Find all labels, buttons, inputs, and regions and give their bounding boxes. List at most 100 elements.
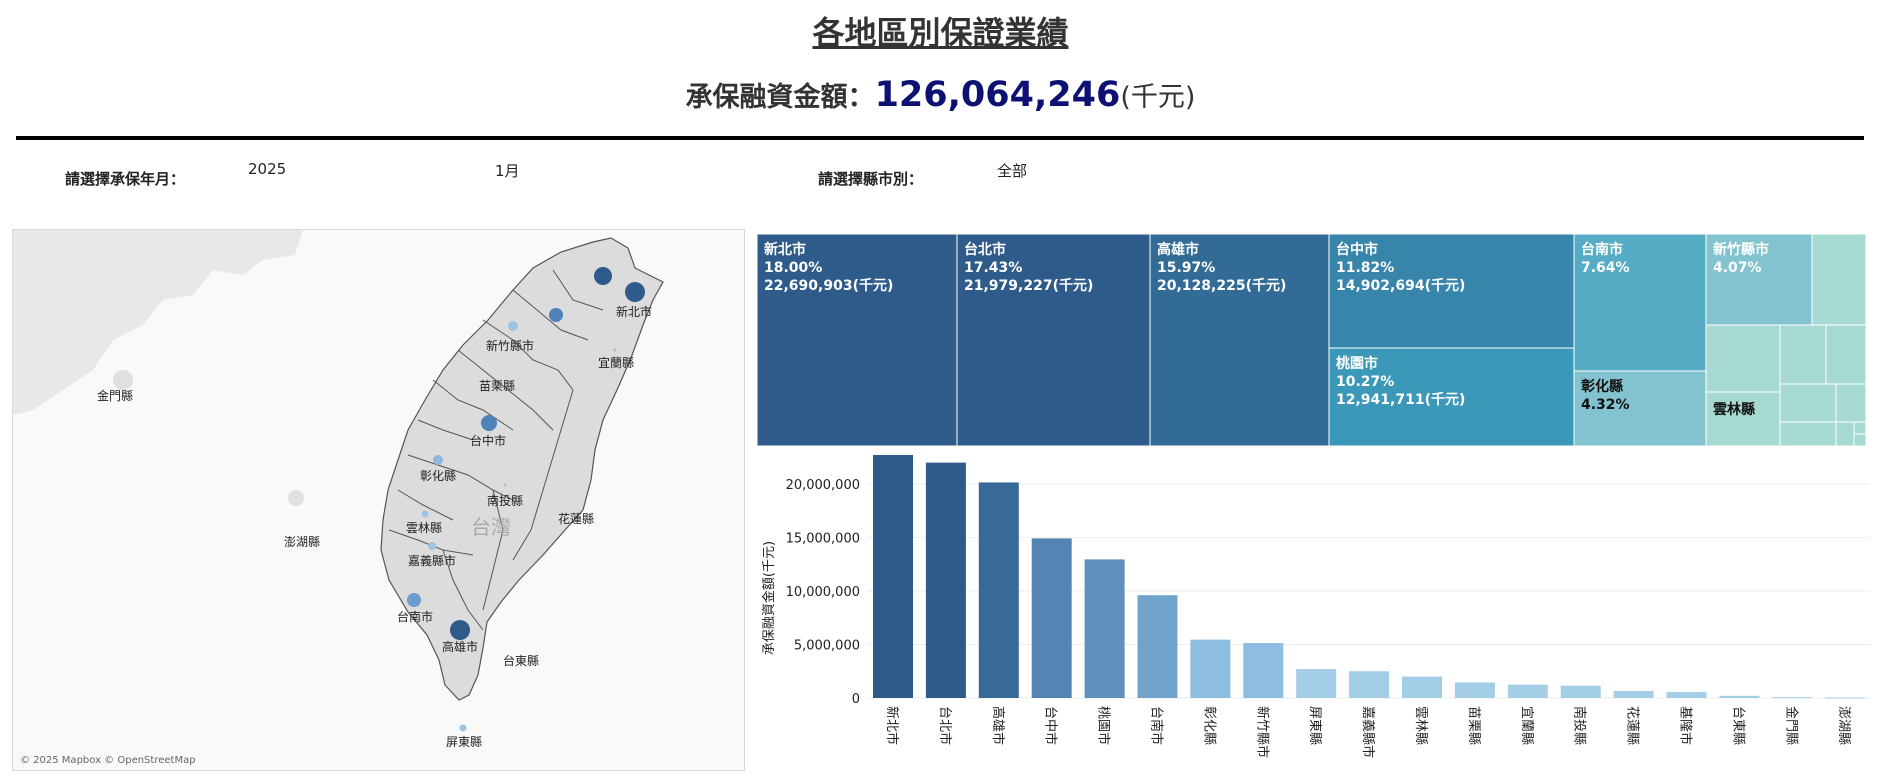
- treemap-tile[interactable]: [1705, 324, 1781, 393]
- bar[interactable]: [1666, 692, 1707, 698]
- x-tick-label: 宜蘭縣: [1519, 706, 1535, 745]
- tile-name: 彰化縣: [1581, 378, 1623, 395]
- treemap-tile[interactable]: [1779, 421, 1837, 446]
- treemap-tile[interactable]: [1328, 234, 1575, 349]
- treemap-tile[interactable]: [1835, 421, 1855, 446]
- bar[interactable]: [1349, 671, 1390, 698]
- treemap-tile[interactable]: [1835, 383, 1866, 423]
- bar[interactable]: [1507, 684, 1548, 698]
- map-marker[interactable]: [428, 542, 436, 550]
- x-tick-label: 台北市: [937, 706, 953, 745]
- y-tick-label: 15,000,000: [786, 531, 860, 546]
- bar[interactable]: [873, 455, 913, 698]
- map-label: 南投縣: [487, 493, 523, 508]
- taiwan-island: [380, 237, 664, 701]
- amount-summary: 承保融資金額：126,064,246(千元): [0, 75, 1881, 115]
- bar[interactable]: [1243, 643, 1284, 698]
- year-select[interactable]: 2025: [248, 160, 287, 178]
- x-tick-label: 嘉義縣市: [1360, 706, 1376, 758]
- map-label: 屏東縣: [446, 735, 482, 749]
- y-axis-label: 承保融資金額(千元): [761, 541, 777, 655]
- map-marker[interactable]: [481, 415, 497, 431]
- map-label: 台中市: [470, 433, 506, 448]
- y-tick-label: 20,000,000: [786, 478, 860, 493]
- tile-pct: 17.43%: [964, 260, 1022, 276]
- tile-name: 雲林縣: [1713, 401, 1755, 418]
- map-marker[interactable]: [407, 593, 421, 607]
- amount-value: 126,064,246: [874, 75, 1121, 115]
- bar[interactable]: [1190, 639, 1231, 698]
- bar[interactable]: [1560, 685, 1601, 698]
- x-tick-label: 新北市: [884, 706, 900, 745]
- treemap-tile[interactable]: [956, 234, 1151, 446]
- treemap-tile[interactable]: [1573, 234, 1707, 372]
- map-marker[interactable]: [613, 348, 617, 352]
- bar[interactable]: [1137, 595, 1178, 698]
- map-marker[interactable]: [508, 321, 518, 331]
- x-tick-label: 金門縣: [1783, 706, 1799, 745]
- tile-amount: 12,941,711(千元): [1336, 391, 1465, 408]
- treemap-tile[interactable]: [1779, 324, 1827, 385]
- tile-amount: 22,690,903(千元): [764, 277, 893, 294]
- bar[interactable]: [1719, 695, 1760, 698]
- treemap-tile[interactable]: [1853, 433, 1866, 446]
- header-divider: [16, 136, 1864, 140]
- map-marker[interactable]: [421, 510, 429, 518]
- treemap-tile[interactable]: [1825, 324, 1866, 385]
- treemap-tile[interactable]: [1573, 370, 1707, 446]
- map-marker[interactable]: [433, 455, 443, 465]
- bar[interactable]: [1296, 669, 1337, 698]
- bar[interactable]: [925, 462, 966, 698]
- tile-amount: 14,902,694(千元): [1336, 277, 1465, 294]
- x-tick-label: 苗栗縣: [1466, 706, 1481, 745]
- county-select[interactable]: 全部: [997, 162, 1028, 180]
- x-tick-label: 雲林縣: [1413, 706, 1428, 745]
- x-tick-label: 桃園市: [1096, 706, 1112, 745]
- x-tick-label: 台中市: [1043, 706, 1059, 745]
- bar[interactable]: [1825, 697, 1866, 699]
- treemap-tile[interactable]: [1811, 234, 1866, 326]
- tile-name: 新竹縣市: [1713, 241, 1769, 258]
- bar[interactable]: [978, 482, 1019, 698]
- bar[interactable]: [1402, 676, 1442, 698]
- map-marker[interactable]: [594, 267, 612, 285]
- x-tick-label: 彰化縣: [1201, 706, 1217, 745]
- bar-chart: 0 5,000,000 10,000,000 15,000,000 20,000,000…: [761, 455, 1870, 758]
- treemap-tile[interactable]: [1149, 234, 1330, 446]
- month-select[interactable]: 1月: [495, 162, 520, 180]
- map-marker[interactable]: [459, 724, 467, 732]
- bar[interactable]: [1084, 559, 1125, 698]
- treemap-tile[interactable]: [1853, 421, 1866, 435]
- bar[interactable]: [1613, 691, 1654, 698]
- tile-name: 新北市: [764, 241, 806, 258]
- map-marker[interactable]: [549, 308, 563, 322]
- tile-name: 高雄市: [1157, 241, 1199, 258]
- map-marker[interactable]: [625, 282, 645, 302]
- map-label: 新竹縣市: [486, 338, 534, 353]
- bar[interactable]: [1772, 697, 1813, 699]
- tile-pct: 11.82%: [1336, 260, 1394, 276]
- map-label: 台東縣: [503, 653, 539, 668]
- map-attribution: © 2025 Mapbox © OpenStreetMap: [20, 755, 196, 766]
- treemap-tile[interactable]: [1779, 383, 1837, 423]
- x-tick-label: 南投縣: [1572, 706, 1588, 745]
- map-canvas: 新北市 新竹縣市 宜蘭縣 苗栗縣 台中市 彰化縣 南投縣 雲林縣 花蓮縣 嘉義縣…: [13, 230, 664, 766]
- map-marker[interactable]: [503, 483, 507, 487]
- mainland-landmass: [13, 230, 303, 415]
- treemap-tile[interactable]: [1328, 347, 1575, 446]
- map-marker[interactable]: [450, 620, 470, 640]
- map-label: 彰化縣: [420, 468, 456, 483]
- map-region-label: 台灣: [471, 515, 511, 539]
- bar-series: [873, 455, 1866, 699]
- tile-name: 台南市: [1581, 241, 1623, 258]
- x-tick-label: 基隆市: [1678, 706, 1694, 745]
- y-tick-label: 10,000,000: [786, 585, 860, 600]
- tile-amount: 20,128,225(千元): [1157, 277, 1286, 294]
- bar[interactable]: [1454, 682, 1495, 698]
- treemap-tile[interactable]: [757, 234, 958, 446]
- tile-pct: 4.07%: [1713, 260, 1762, 276]
- treemap-tile[interactable]: [1705, 391, 1781, 446]
- tile-pct: 18.00%: [764, 260, 822, 276]
- taiwan-map[interactable]: 新北市 新竹縣市 宜蘭縣 苗栗縣 台中市 彰化縣 南投縣 雲林縣 花蓮縣 嘉義縣…: [12, 229, 745, 771]
- bar[interactable]: [1031, 538, 1072, 698]
